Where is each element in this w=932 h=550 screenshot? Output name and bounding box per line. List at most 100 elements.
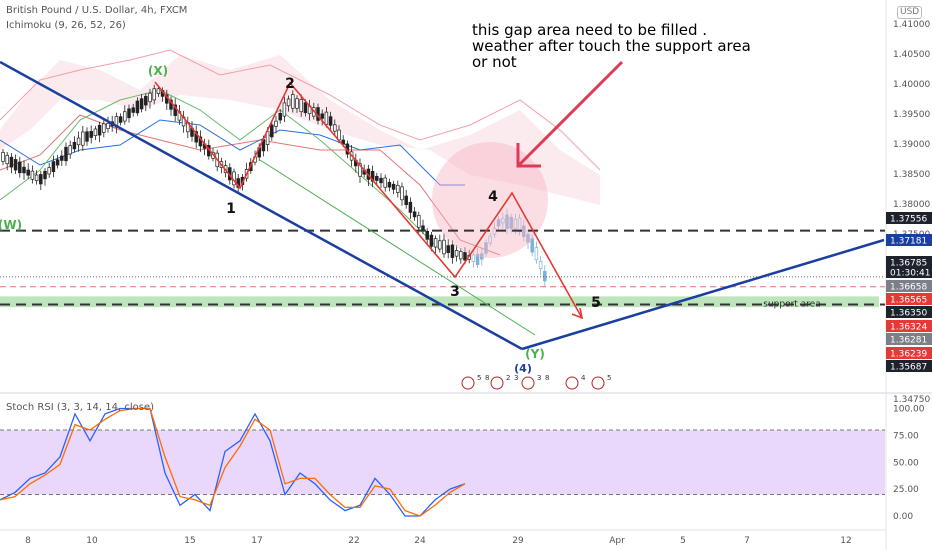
candle-body xyxy=(505,214,509,229)
event-flag-icon xyxy=(591,376,605,390)
event-count: 8 xyxy=(545,374,549,382)
candle-body xyxy=(9,156,14,168)
candle-body xyxy=(484,242,488,254)
chikou-line xyxy=(0,89,441,251)
price-tick-label: 1.39500 xyxy=(893,110,930,120)
price-tag xyxy=(886,293,932,305)
candle-body xyxy=(81,131,85,146)
price-tick-label: 1.34750 xyxy=(893,395,930,405)
price-tick-label: 1.40500 xyxy=(893,50,930,60)
price-tag-label: 1.36239 xyxy=(890,350,927,360)
candle-body xyxy=(286,98,291,107)
candle-body xyxy=(76,137,81,146)
candle-body xyxy=(303,102,308,114)
candle-body xyxy=(55,159,60,166)
wave-label-4: 4 xyxy=(488,189,498,205)
candle-body xyxy=(383,177,387,188)
candle-body xyxy=(433,238,438,248)
time-tick-label: 15 xyxy=(184,536,195,546)
candle-body xyxy=(22,166,26,174)
candle-body xyxy=(270,124,274,138)
candle-body xyxy=(501,218,505,224)
candle-body xyxy=(299,99,303,113)
event-count: 5 xyxy=(607,374,611,382)
candle-body xyxy=(522,225,526,238)
candle-body xyxy=(530,238,534,253)
time-tick-label: 10 xyxy=(86,536,98,546)
candle-body xyxy=(291,94,295,109)
annotation-arrow-head xyxy=(516,143,541,168)
candle-body xyxy=(135,100,140,114)
candle-body xyxy=(127,108,131,119)
price-tag-label: 1.37556 xyxy=(890,215,927,225)
price-tick-label: 1.38500 xyxy=(893,170,930,180)
price-tag-label: 1.36350 xyxy=(890,309,927,319)
rsi-tick-label: 25.00 xyxy=(893,485,919,495)
event-count: 8 xyxy=(485,374,489,382)
time-tick-label: 17 xyxy=(251,536,262,546)
price-tag xyxy=(886,306,932,318)
candle-body xyxy=(450,244,455,258)
price-tag-label: 1.37181 xyxy=(890,237,927,247)
price-tag xyxy=(886,347,932,359)
grid xyxy=(0,392,932,531)
candle-body xyxy=(408,201,413,213)
price-tag xyxy=(886,256,932,268)
candle-body xyxy=(131,107,135,113)
rsi-series-d xyxy=(0,407,466,517)
annotation-line-3: or not xyxy=(472,53,517,71)
time-tick-label: 8 xyxy=(25,536,31,546)
candle-body xyxy=(438,240,442,250)
candle-body xyxy=(68,145,72,155)
candle-body xyxy=(324,111,329,125)
candle-body xyxy=(118,116,123,123)
ichimoku-label: Ichimoku (9, 26, 52, 26) xyxy=(6,20,126,31)
price-tag xyxy=(886,266,932,278)
currency-badge[interactable]: USD xyxy=(897,6,923,19)
candle-body xyxy=(148,92,152,103)
candle-body xyxy=(480,253,484,260)
stoch-rsi-label: Stoch RSI (3, 3, 14, 14, close) xyxy=(6,402,154,413)
time-tick-label: 7 xyxy=(744,536,750,546)
candle-body xyxy=(425,230,429,240)
senkou-a-line xyxy=(0,49,601,171)
candle-body xyxy=(102,123,106,133)
candle-body xyxy=(72,141,77,150)
candle-body xyxy=(454,250,459,257)
candle-body xyxy=(446,245,450,253)
candle-body xyxy=(534,247,539,261)
candle-body xyxy=(358,163,362,177)
candle-body xyxy=(488,235,492,244)
price-tag-label: 1.36785 xyxy=(890,259,927,269)
candle-body xyxy=(123,111,127,122)
candle-body xyxy=(1,152,5,162)
candle-body xyxy=(400,186,404,201)
price-tag-label: 1.35687 xyxy=(890,363,927,373)
candle-body xyxy=(396,184,400,193)
candle-body xyxy=(144,95,148,106)
price-tag-label: 01:30:41 xyxy=(890,269,930,279)
event-count: 2 xyxy=(506,374,510,382)
candle-body xyxy=(13,159,18,171)
kijun-line xyxy=(0,114,501,256)
candle-body xyxy=(387,181,392,188)
wave-label-x: (X) xyxy=(148,64,168,78)
candle-body xyxy=(509,216,513,229)
wave-arrowhead xyxy=(571,307,584,320)
tenkan-line xyxy=(0,119,465,186)
symbol-title: British Pound / U.S. Dollar, 4h, FXCM xyxy=(6,5,188,16)
candle-body xyxy=(282,102,287,117)
candle-body xyxy=(152,88,156,101)
price-tick-label: 1.38000 xyxy=(893,200,930,210)
candle-body xyxy=(471,254,476,262)
candle-body xyxy=(18,161,22,174)
rsi-tick-label: 0.00 xyxy=(893,512,913,522)
price-tag xyxy=(886,333,932,345)
wave-path xyxy=(154,81,583,319)
annotation-line-2: weather after touch the support area xyxy=(472,37,751,55)
event-count: 3 xyxy=(514,374,518,382)
annotation-text: this gap area need to be filled . weathe… xyxy=(472,22,751,70)
candle-body xyxy=(517,217,522,233)
candle-body xyxy=(156,88,161,94)
time-tick-label: 29 xyxy=(512,536,524,546)
